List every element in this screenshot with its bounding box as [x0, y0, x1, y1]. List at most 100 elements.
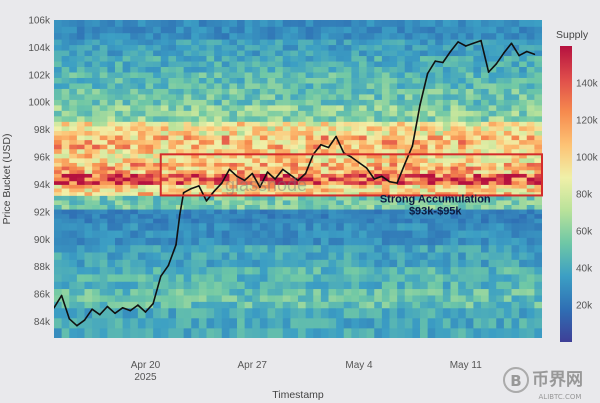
- heatmap-cell: [381, 230, 391, 238]
- heatmap-cell: [130, 266, 139, 275]
- heatmap-cell: [526, 191, 535, 196]
- annotation-price-range: $93k-$95k: [409, 206, 462, 218]
- heatmap-cell: [404, 169, 413, 174]
- heatmap-cell: [122, 135, 131, 141]
- heatmap-cell: [374, 121, 383, 127]
- heatmap-cell: [176, 99, 185, 106]
- heatmap-cell: [496, 130, 505, 136]
- heatmap-cell: [176, 135, 185, 141]
- heatmap-cell: [488, 61, 497, 67]
- heatmap-cell: [526, 204, 535, 210]
- heatmap-cell: [435, 301, 444, 309]
- heatmap-cell: [153, 153, 162, 159]
- heatmap-cell: [343, 244, 352, 253]
- heatmap: [54, 20, 542, 338]
- heatmap-cell: [534, 317, 542, 329]
- price-point: [510, 42, 513, 45]
- heatmap-cell: [511, 157, 520, 163]
- heatmap-cell: [176, 295, 185, 302]
- heatmap-cell: [305, 327, 314, 338]
- heatmap-cell: [458, 77, 467, 84]
- heatmap-cell: [221, 66, 230, 73]
- heatmap-cell: [389, 99, 398, 106]
- heatmap-cell: [244, 204, 253, 210]
- heatmap-cell: [435, 121, 444, 127]
- heatmap-cell: [481, 83, 490, 89]
- heatmap-cell: [153, 222, 162, 231]
- heatmap-cell: [313, 301, 322, 309]
- heatmap-cell: [351, 77, 360, 84]
- heatmap-cell: [229, 153, 238, 159]
- heatmap-cell: [320, 327, 330, 338]
- heatmap-cell: [526, 173, 535, 178]
- heatmap-cell: [237, 135, 246, 141]
- heatmap-cell: [420, 307, 429, 319]
- heatmap-cell: [366, 237, 375, 246]
- heatmap-cell: [526, 274, 535, 282]
- heatmap-cell: [252, 288, 261, 296]
- heatmap-cell: [465, 222, 474, 231]
- heatmap-cell: [465, 252, 474, 260]
- heatmap-cell: [404, 44, 413, 51]
- heatmap-cell: [305, 135, 314, 141]
- heatmap-cell: [244, 144, 253, 150]
- heatmap-cell: [130, 104, 139, 111]
- heatmap-cell: [160, 26, 169, 34]
- heatmap-cell: [465, 244, 474, 253]
- heatmap-cell: [458, 307, 467, 319]
- x-axis-title: Timestamp: [272, 389, 324, 401]
- heatmap-cell: [397, 72, 406, 78]
- heatmap-cell: [374, 135, 383, 141]
- heatmap-cell: [420, 72, 429, 78]
- heatmap-cell: [153, 157, 162, 163]
- heatmap-cell: [351, 153, 360, 159]
- heatmap-cell: [305, 191, 314, 196]
- annotation-strong-accumulation: Strong Accumulation: [380, 193, 491, 205]
- heatmap-cell: [198, 281, 208, 290]
- heatmap-cell: [160, 200, 169, 205]
- heatmap-cell: [206, 144, 215, 150]
- heatmap-cell: [526, 222, 535, 231]
- heatmap-cell: [221, 169, 230, 174]
- heatmap-cell: [84, 39, 93, 46]
- heatmap-cell: [366, 195, 375, 201]
- heatmap-cell: [458, 195, 467, 201]
- heatmap-cell: [69, 26, 78, 34]
- heatmap-cell: [389, 213, 398, 219]
- heatmap-cell: [252, 88, 261, 95]
- heatmap-cell: [336, 110, 345, 117]
- heatmap-cell: [237, 148, 246, 154]
- heatmap-cell: [404, 110, 413, 117]
- heatmap-cell: [214, 288, 223, 296]
- heatmap-cell: [176, 307, 185, 319]
- heatmap-cell: [488, 327, 497, 338]
- heatmap-cell: [115, 307, 124, 319]
- heatmap-cell: [397, 110, 406, 117]
- price-point: [404, 163, 406, 165]
- heatmap-cell: [359, 126, 368, 131]
- heatmap-cell: [107, 61, 116, 67]
- heatmap-cell: [252, 317, 261, 329]
- heatmap-cell: [92, 126, 101, 131]
- heatmap-cell: [328, 130, 337, 136]
- heatmap-cell: [290, 252, 299, 260]
- heatmap-cell: [404, 191, 413, 196]
- heatmap-cell: [465, 204, 474, 210]
- heatmap-cell: [343, 50, 352, 57]
- heatmap-cell: [92, 99, 101, 106]
- heatmap-cell: [168, 39, 177, 46]
- heatmap-cell: [76, 230, 86, 238]
- heatmap-cell: [473, 148, 482, 154]
- heatmap-cell: [69, 162, 78, 167]
- heatmap-cell: [76, 218, 86, 224]
- heatmap-cell: [84, 50, 93, 57]
- heatmap-cell: [420, 66, 429, 73]
- heatmap-cell: [198, 177, 208, 182]
- heatmap-cell: [481, 32, 490, 40]
- heatmap-cell: [519, 126, 528, 131]
- heatmap-cell: [412, 169, 421, 174]
- heatmap-cell: [275, 274, 284, 282]
- heatmap-cell: [404, 195, 413, 201]
- heatmap-cell: [450, 184, 459, 189]
- heatmap-cell: [488, 83, 497, 89]
